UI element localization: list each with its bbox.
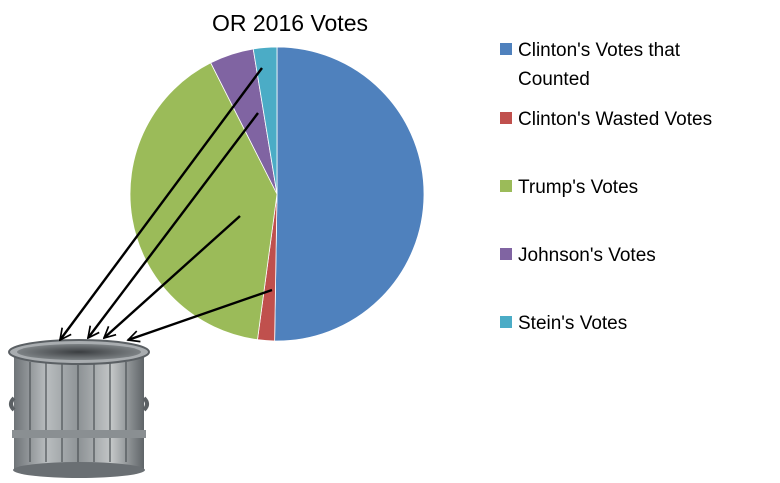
- legend-label: Clinton's Votes that: [518, 40, 681, 61]
- legend-label: Trump's Votes: [518, 177, 638, 198]
- arrow-from-trump: [104, 215, 241, 338]
- arrow-from-stein: [60, 67, 263, 340]
- chart-title: OR 2016 Votes: [212, 10, 368, 36]
- pie-slices: [129, 46, 425, 342]
- legend-item: Trump's Votes: [500, 177, 638, 198]
- pie-slice: [274, 46, 425, 342]
- legend-item: Stein's Votes: [500, 313, 627, 334]
- legend-label: Clinton's Wasted Votes: [518, 109, 712, 130]
- trash-can-icon: [8, 339, 150, 478]
- pie-slice: [252, 46, 278, 195]
- legend-item: Clinton's Votes that Counted: [500, 40, 681, 90]
- legend-swatch: [500, 248, 512, 260]
- legend-swatch: [500, 180, 512, 192]
- arrow-from-johnson: [88, 112, 259, 338]
- legend: Clinton's Votes that Counted Clinton's Was…: [500, 40, 712, 334]
- legend-label: Johnson's Votes: [518, 245, 656, 266]
- legend-swatch: [500, 316, 512, 328]
- arrow-from-clinton-wasted: [128, 288, 273, 340]
- legend-swatch: [500, 112, 512, 124]
- legend-label: Counted: [518, 69, 590, 90]
- arrows-to-trash: [60, 67, 273, 340]
- legend-swatch: [500, 43, 512, 55]
- legend-item: Clinton's Wasted Votes: [500, 109, 712, 130]
- legend-label: Stein's Votes: [518, 313, 627, 334]
- legend-item: Johnson's Votes: [500, 245, 656, 266]
- pie-slice: [129, 62, 278, 341]
